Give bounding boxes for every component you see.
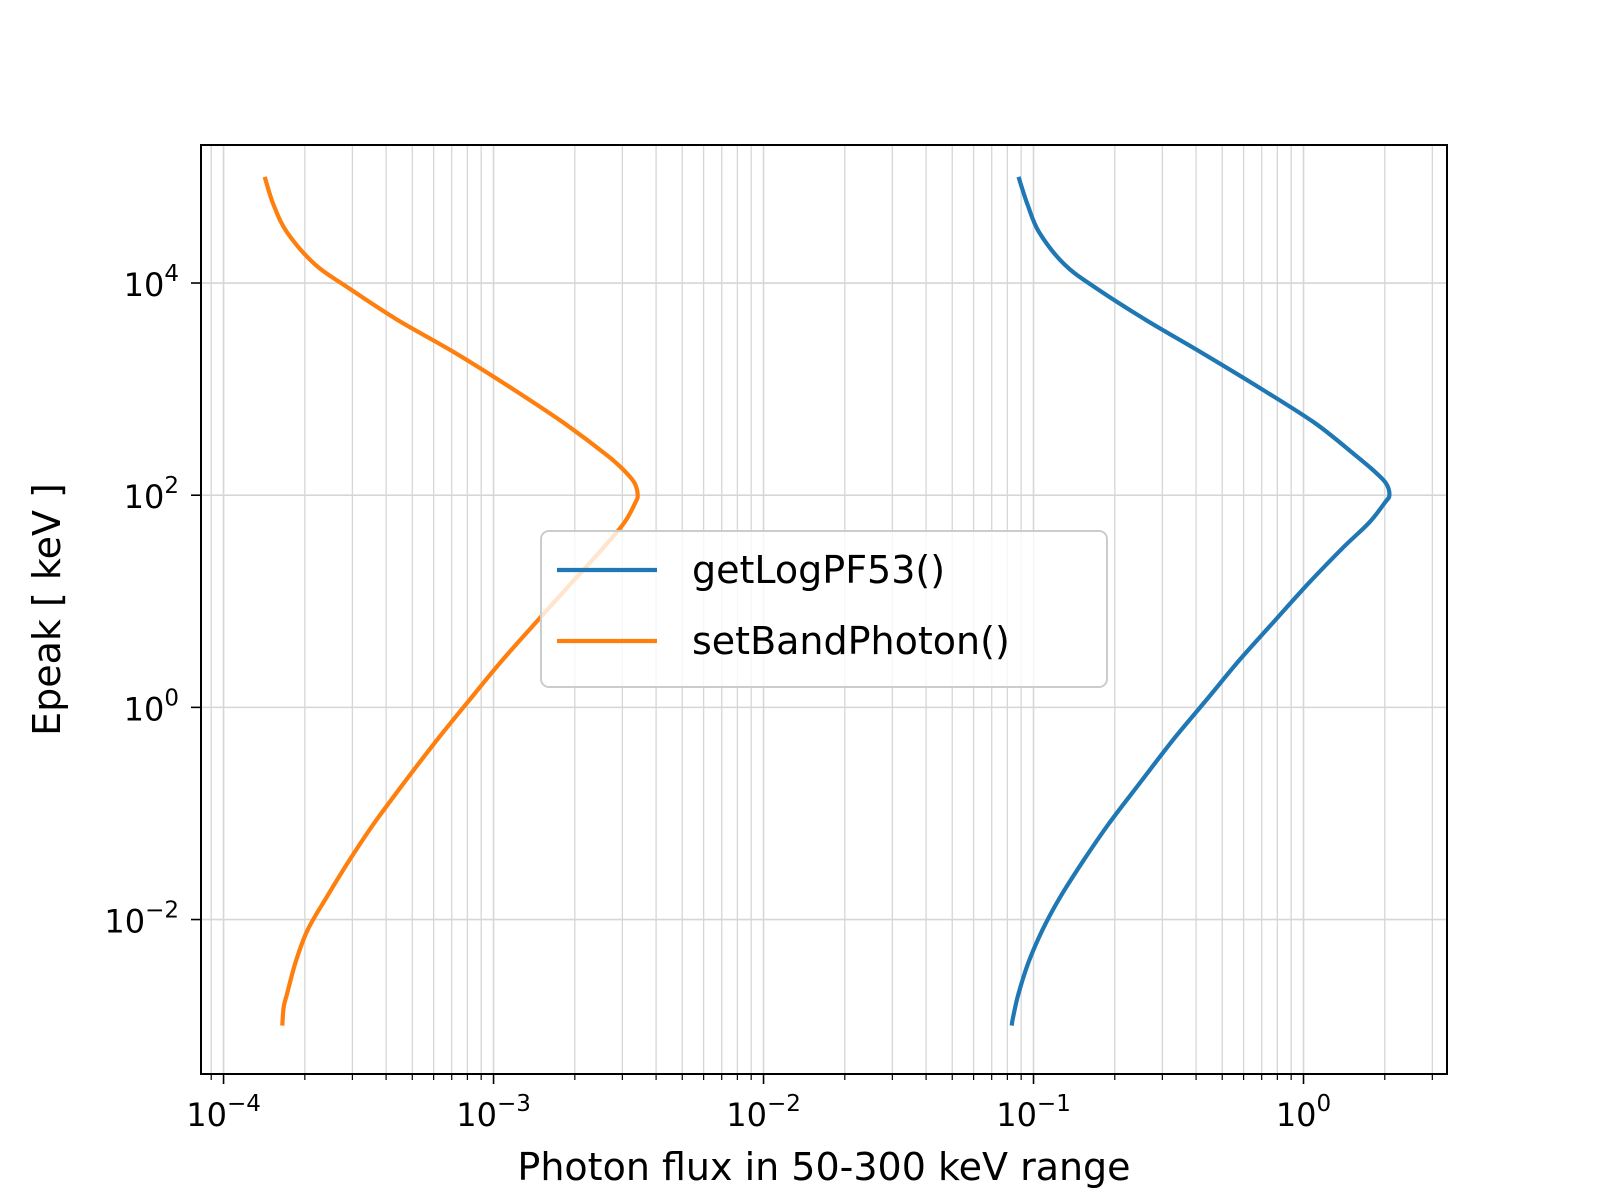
y-tick-label: 102 [124, 473, 179, 516]
x-tick-label: 10−1 [996, 1091, 1071, 1134]
y-axis-label: Epeak [ keV ] [25, 483, 69, 736]
x-tick-label: 10−2 [726, 1091, 801, 1134]
legend-box [540, 530, 1108, 688]
series-line-0 [1009, 176, 1392, 1026]
plot-area-frame [200, 144, 1448, 1075]
legend-entry: getLogPF53() [692, 548, 945, 592]
legend-entry: setBandPhoton() [692, 619, 1010, 663]
x-tick-label: 100 [1276, 1091, 1331, 1134]
legend: getLogPF53() setBandPhoton() [540, 530, 1108, 688]
x-tick-label: 10−3 [456, 1091, 531, 1134]
x-axis-label: Photon flux in 50-300 keV range [517, 1145, 1130, 1189]
axis-ticks: 10−4 10−3 10−2 10−1 100 10−2 100 102 104 [104, 261, 1433, 1134]
y-tick-label: 100 [124, 685, 179, 728]
y-tick-label: 10−2 [104, 898, 179, 941]
x-tick-label: 10−4 [186, 1091, 261, 1134]
y-tick-label: 104 [124, 261, 179, 304]
